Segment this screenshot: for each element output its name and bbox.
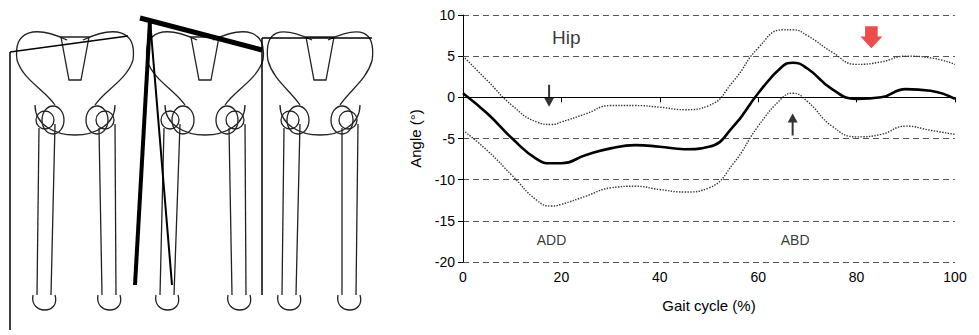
svg-text:100: 100 <box>943 269 967 285</box>
svg-text:60: 60 <box>750 269 766 285</box>
svg-text:-20: -20 <box>435 254 455 270</box>
svg-text:40: 40 <box>652 269 668 285</box>
svg-text:-5: -5 <box>443 131 456 147</box>
svg-text:-10: -10 <box>435 172 455 188</box>
svg-text:Angle (°): Angle (°) <box>407 109 424 168</box>
svg-text:0: 0 <box>459 269 467 285</box>
svg-text:-15: -15 <box>435 213 455 229</box>
svg-text:ADD: ADD <box>537 232 567 248</box>
svg-text:80: 80 <box>849 269 865 285</box>
svg-text:Gait cycle (%): Gait cycle (%) <box>662 297 755 314</box>
svg-text:20: 20 <box>554 269 570 285</box>
svg-text:Hip: Hip <box>552 27 581 48</box>
svg-text:ABD: ABD <box>781 232 810 248</box>
svg-text:10: 10 <box>439 7 455 23</box>
svg-text:0: 0 <box>447 89 455 105</box>
svg-text:5: 5 <box>447 48 455 64</box>
